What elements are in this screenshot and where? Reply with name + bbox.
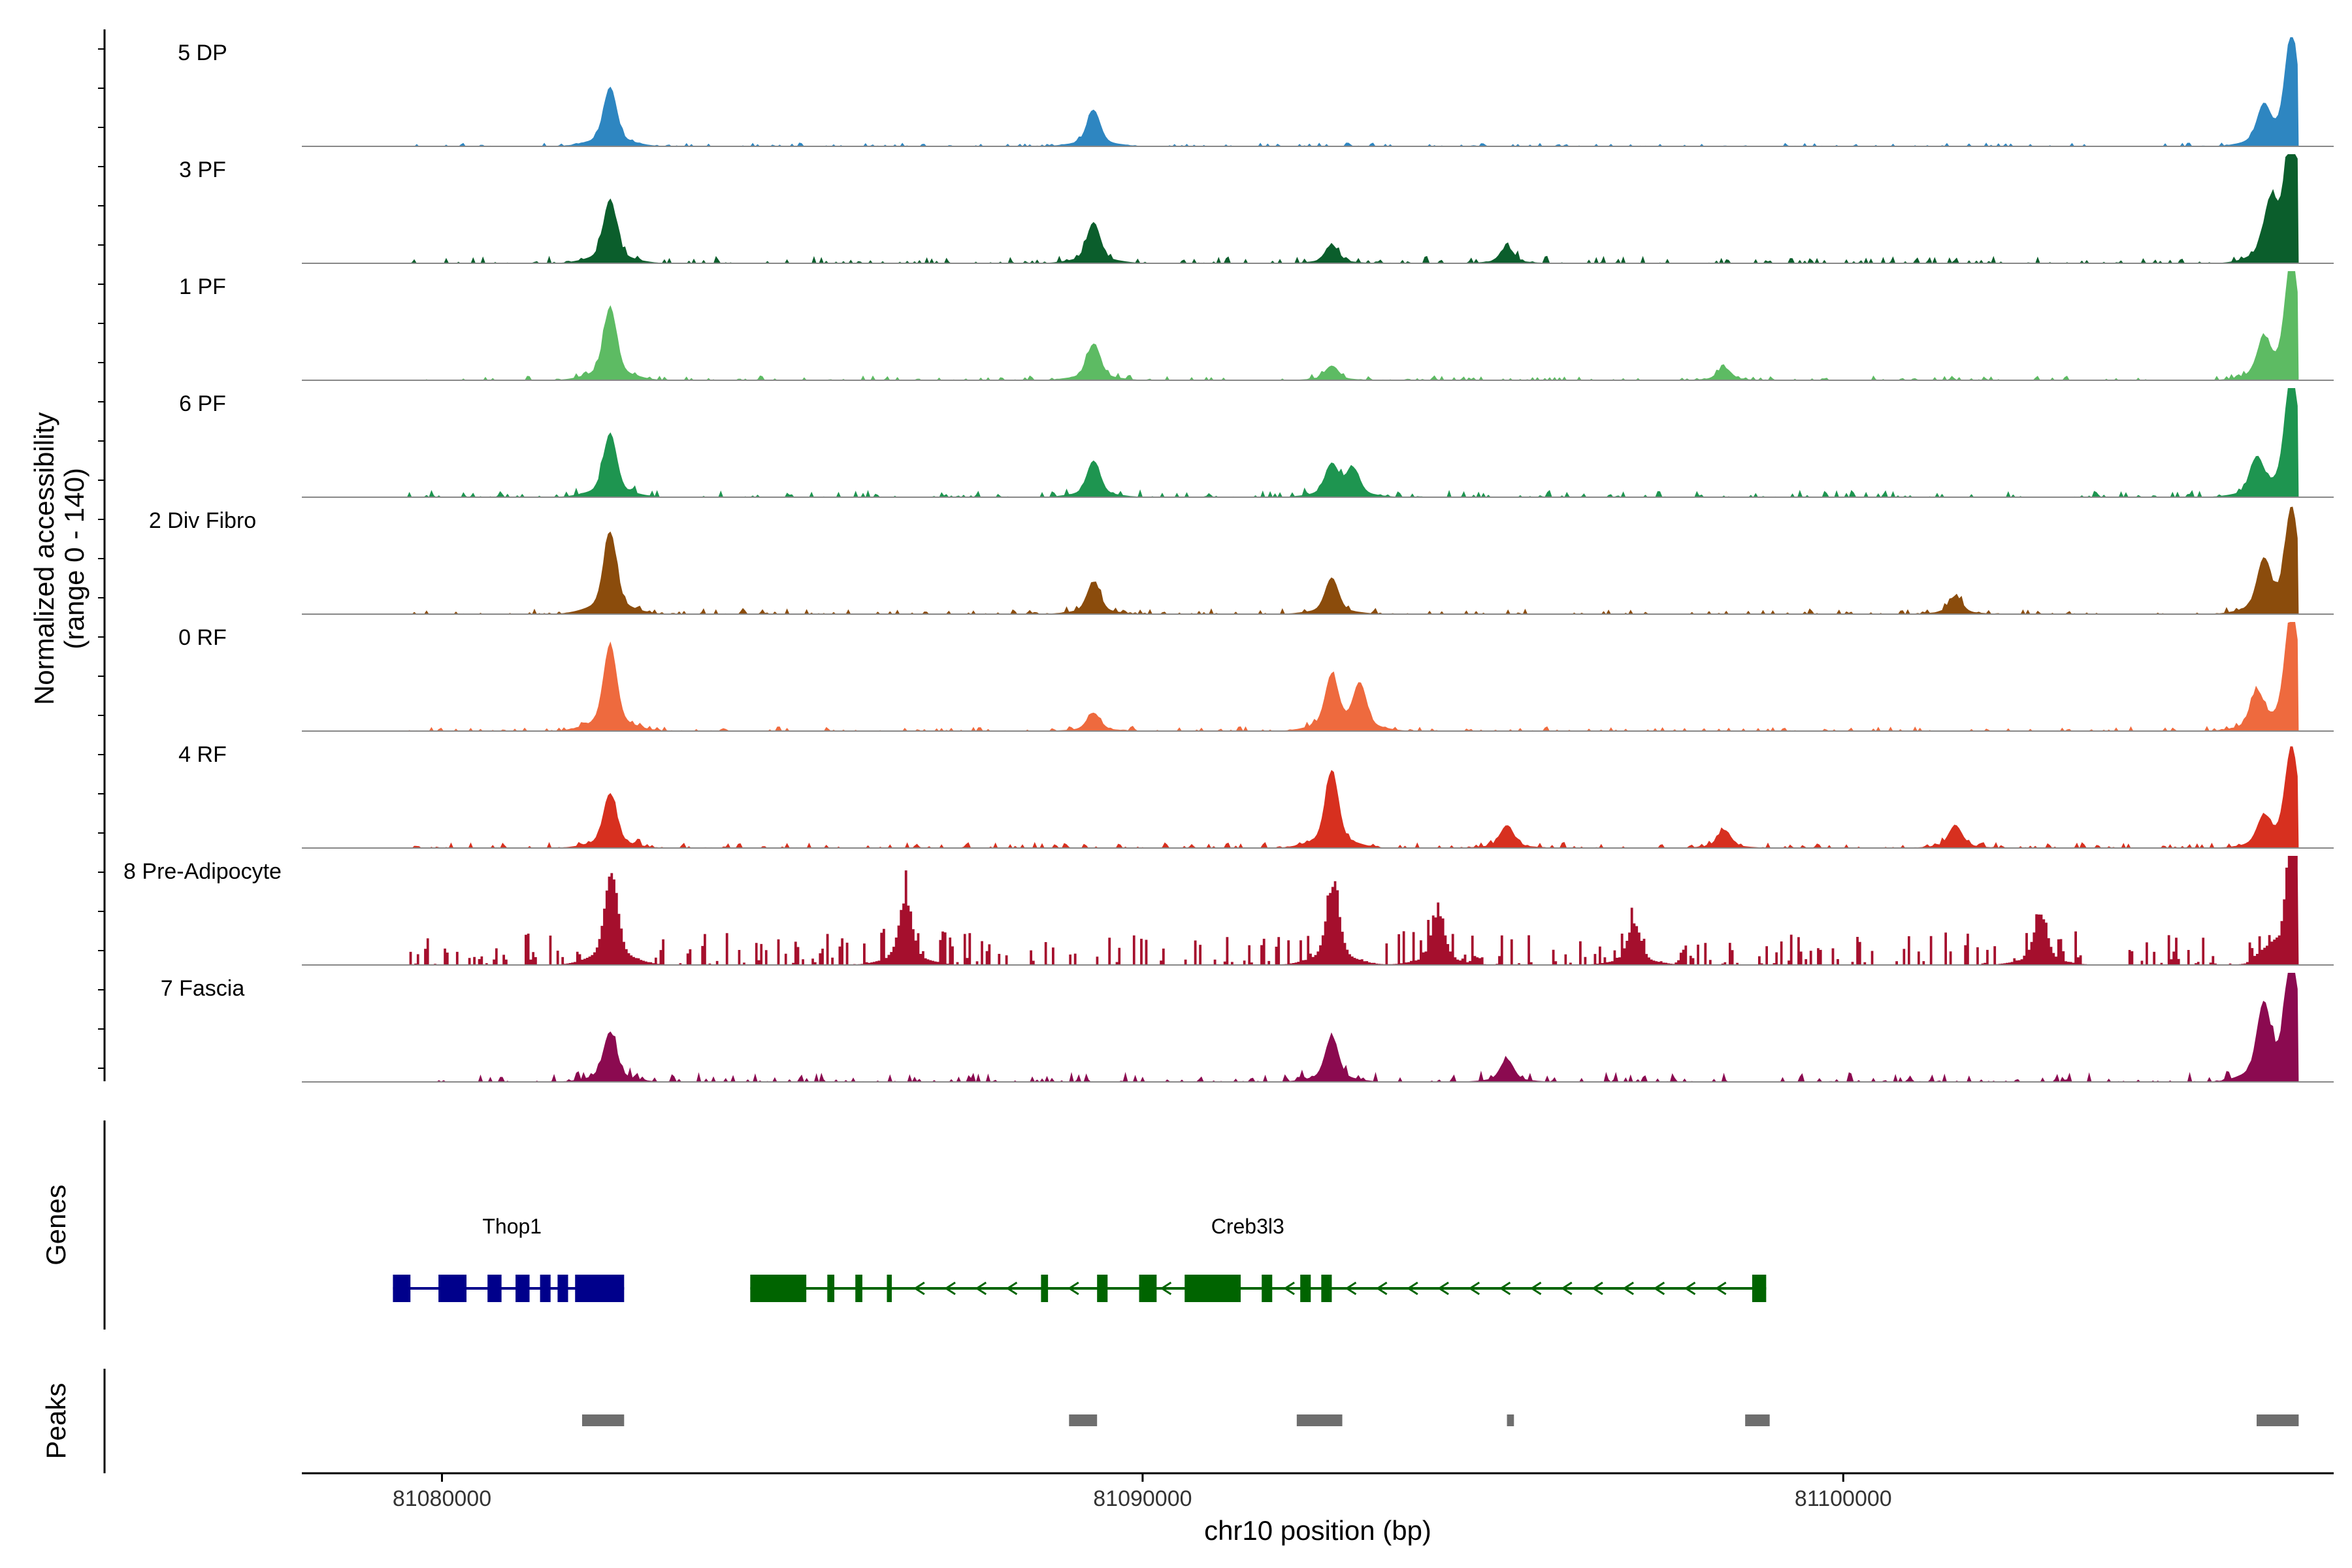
coverage-area	[406, 388, 2299, 497]
strand-arrow	[1160, 1281, 1172, 1296]
strand-arrow	[1592, 1281, 1603, 1296]
track-2-div-fibro: 2 Div Fibro	[149, 506, 2334, 615]
coverage-area	[406, 271, 2299, 380]
strand-arrow	[1561, 1281, 1573, 1296]
strand-arrow	[1714, 1281, 1727, 1296]
accessibility-y-ticks	[98, 48, 105, 1069]
strand-arrow	[1653, 1281, 1665, 1296]
exon	[438, 1275, 467, 1302]
track-0-rf: 0 RF	[178, 622, 2334, 732]
exon	[1300, 1275, 1311, 1302]
track-8-pre-adipocyte: 8 Pre-Adipocyte	[123, 856, 2334, 966]
exon	[1262, 1275, 1273, 1302]
exon	[575, 1275, 625, 1302]
x-tick-label: 81080000	[393, 1486, 491, 1511]
track-6-pf: 6 PF	[179, 388, 2334, 498]
track-label: 6 PF	[179, 391, 226, 416]
strand-arrow	[1437, 1281, 1449, 1296]
exon	[1321, 1275, 1332, 1302]
genes-axis-title: Genes	[41, 1184, 71, 1266]
exon	[887, 1275, 892, 1302]
x-tick-label: 81100000	[1795, 1486, 1892, 1511]
track-5-dp: 5 DP	[178, 37, 2334, 147]
peak-region	[1507, 1414, 1514, 1426]
strand-arrow	[1529, 1281, 1542, 1296]
x-axis-ticks: 81080000 81090000 81100000	[393, 1473, 1892, 1511]
track-3-pf: 3 PF	[179, 154, 2334, 264]
coverage-area	[406, 746, 2299, 848]
strand-arrow	[1622, 1281, 1634, 1296]
gene-models: Thop1 Creb3l3	[393, 1215, 1767, 1302]
strand-arrow	[1407, 1281, 1418, 1296]
exon	[855, 1275, 862, 1302]
exon	[487, 1275, 502, 1302]
track-1-pf: 1 PF	[179, 271, 2334, 381]
exon	[1139, 1275, 1157, 1302]
strand-arrow	[1499, 1281, 1511, 1296]
coverage-area	[406, 37, 2299, 146]
exon	[750, 1275, 807, 1302]
gene-creb3l3: Creb3l3	[750, 1215, 1767, 1302]
coverage-area	[406, 973, 2299, 1082]
track-label: 1 PF	[179, 274, 226, 299]
peak-regions	[581, 1414, 2299, 1426]
coverage-area	[406, 506, 2299, 614]
strand-arrow	[1375, 1281, 1388, 1296]
track-label: 2 Div Fibro	[149, 508, 256, 533]
track-7-fascia: 7 Fascia	[161, 973, 2334, 1083]
gene-label: Creb3l3	[1211, 1215, 1284, 1238]
x-tick-label: 81090000	[1093, 1486, 1192, 1511]
gene-thop1: Thop1	[393, 1215, 625, 1302]
strand-arrow	[1684, 1281, 1696, 1296]
exon	[827, 1275, 835, 1302]
strand-arrow	[975, 1281, 987, 1296]
strand-arrow	[1345, 1281, 1357, 1296]
peak-region	[1296, 1414, 1343, 1426]
peak-region	[1745, 1414, 1770, 1426]
track-4-rf: 4 RF	[178, 742, 2334, 849]
strand-arrow	[944, 1281, 956, 1296]
peak-region	[1069, 1414, 1098, 1426]
y-axis-title-line1: Normalized accessibility	[29, 412, 59, 705]
strand-arrow	[913, 1281, 925, 1296]
strand-arrow	[1005, 1281, 1018, 1296]
exon	[540, 1275, 551, 1302]
coverage-tracks: 5 DP 3 PF 1 PF 6 PF 2 Div Fibro 0 RF 4 RF 8 Pre…	[123, 37, 2334, 1083]
peak-region	[581, 1414, 625, 1426]
coverage-area	[406, 622, 2299, 731]
exon	[393, 1275, 411, 1302]
x-axis-title: chr10 position (bp)	[1204, 1515, 1431, 1546]
track-label: 5 DP	[178, 41, 227, 65]
strand-arrow	[1283, 1281, 1295, 1296]
y-axis-title-line2: (range 0 - 140)	[59, 468, 90, 649]
coverage-area	[406, 856, 2299, 965]
track-label: 0 RF	[178, 625, 227, 650]
exon	[557, 1275, 568, 1302]
exon	[515, 1275, 530, 1302]
track-label: 7 Fascia	[161, 976, 245, 1001]
peaks-axis-title: Peaks	[41, 1383, 71, 1460]
track-label: 8 Pre-Adipocyte	[123, 859, 282, 884]
exon	[1097, 1275, 1108, 1302]
exon	[1041, 1275, 1049, 1302]
coverage-area	[406, 154, 2299, 263]
strand-arrow	[1068, 1281, 1079, 1296]
strand-arrow	[1468, 1281, 1480, 1296]
gene-label: Thop1	[482, 1215, 542, 1238]
track-label: 4 RF	[178, 742, 227, 767]
exon	[1752, 1275, 1767, 1302]
track-label: 3 PF	[179, 157, 226, 182]
peak-region	[2257, 1414, 2299, 1426]
exon	[1184, 1275, 1241, 1302]
